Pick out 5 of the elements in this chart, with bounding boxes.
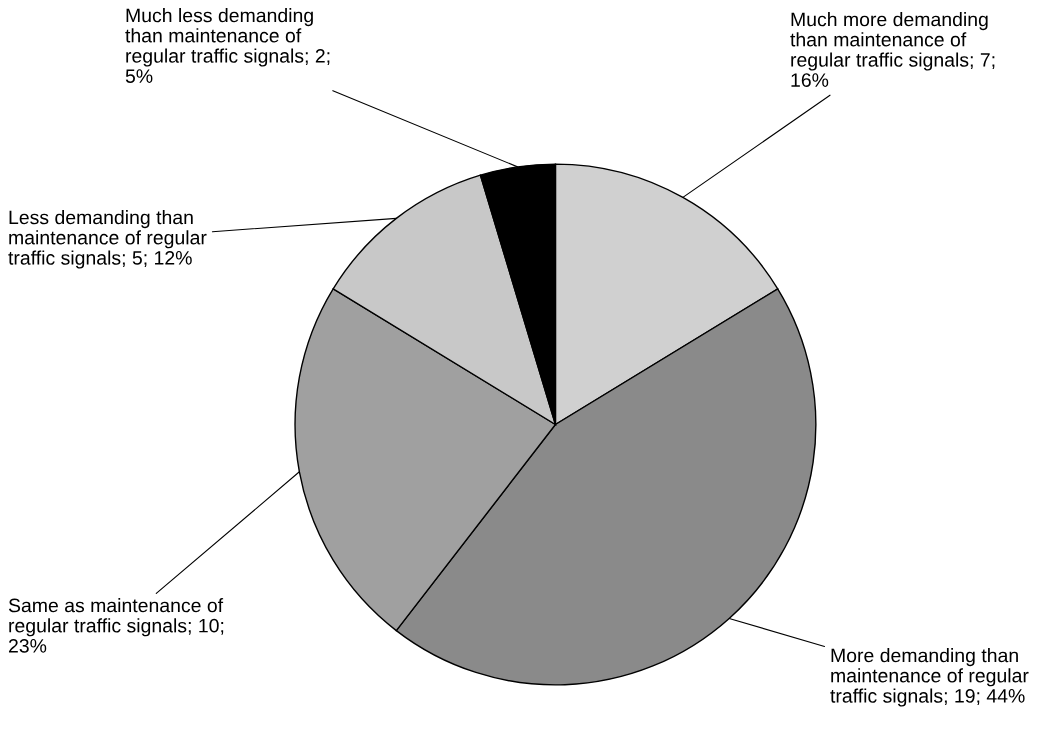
slice-label: More demanding than maintenance of regular traffic signals; 19; 44% [830,648,1029,707]
slice-label: Much less demanding than maintenance of regular traffic signals; 2; 5% [125,8,330,83]
slice-label: Less demanding than maintenance of regular traffic signals; 5; 12% [8,210,207,269]
slice-label: Much more demanding than maintenance of regular traffic signals; 7; 16% [790,12,995,87]
slice-label: Same as maintenance of regular traffic signals; 10; 23% [8,598,224,653]
